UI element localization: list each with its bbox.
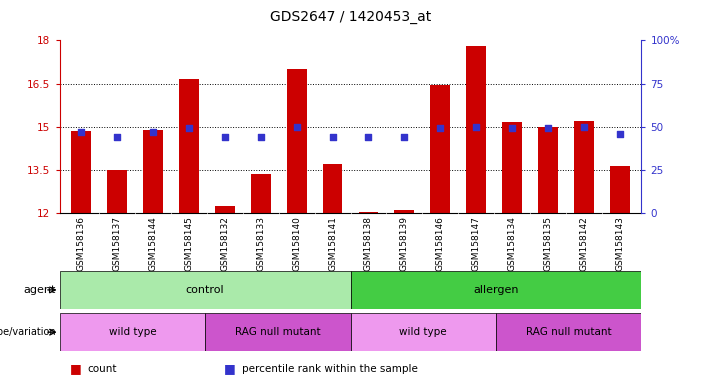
Point (507, 126, 518, 132)
Point (291, 124, 302, 130)
Point (470, 124, 482, 130)
Bar (107, 170, 127, 213)
Text: control: control (186, 285, 224, 295)
Text: GSM158132: GSM158132 (220, 216, 229, 271)
Text: GSM158136: GSM158136 (76, 216, 86, 271)
Bar (179, 79, 199, 213)
Point (147, 129, 158, 135)
Bar (395, 210, 414, 213)
Point (219, 134, 231, 140)
Text: GSM158141: GSM158141 (328, 216, 337, 271)
Bar (205, 313, 350, 351)
Text: percentile rank within the sample: percentile rank within the sample (242, 364, 418, 374)
Bar (60, 313, 205, 351)
Bar (610, 166, 629, 213)
Point (399, 134, 410, 140)
Text: allergen: allergen (473, 285, 519, 295)
Text: GDS2647 / 1420453_at: GDS2647 / 1420453_at (270, 10, 431, 23)
Bar (287, 69, 306, 213)
Text: RAG null mutant: RAG null mutant (526, 327, 611, 337)
Text: GSM158147: GSM158147 (472, 216, 481, 271)
Point (614, 131, 625, 137)
Point (578, 124, 590, 130)
Point (543, 126, 554, 132)
Bar (215, 206, 235, 213)
Text: genotype/variation: genotype/variation (0, 327, 56, 337)
Bar (350, 313, 496, 351)
Text: ■: ■ (224, 362, 236, 375)
Point (183, 126, 194, 132)
Point (76, 129, 87, 135)
Text: agent: agent (24, 285, 56, 295)
Text: GSM158140: GSM158140 (292, 216, 301, 271)
Text: count: count (88, 364, 117, 374)
Bar (359, 212, 379, 213)
Point (435, 126, 446, 132)
Bar (143, 130, 163, 213)
Text: GSM158135: GSM158135 (543, 216, 552, 271)
Text: RAG null mutant: RAG null mutant (235, 327, 320, 337)
Text: GSM158146: GSM158146 (436, 216, 445, 271)
Text: GSM158138: GSM158138 (364, 216, 373, 271)
Text: GSM158139: GSM158139 (400, 216, 409, 271)
Bar (574, 121, 594, 213)
Text: GSM158144: GSM158144 (149, 216, 158, 271)
Bar (251, 174, 271, 213)
Text: GSM158143: GSM158143 (615, 216, 625, 271)
Text: GSM158145: GSM158145 (184, 216, 193, 271)
Text: GSM158133: GSM158133 (256, 216, 265, 271)
Point (363, 134, 374, 140)
Bar (430, 85, 450, 213)
Text: GSM158137: GSM158137 (113, 216, 121, 271)
Bar (72, 131, 91, 213)
Bar (466, 46, 486, 213)
Point (111, 134, 123, 140)
Bar (538, 127, 558, 213)
Point (255, 134, 266, 140)
Bar (496, 313, 641, 351)
Point (327, 134, 338, 140)
Bar (60, 271, 350, 309)
Text: ■: ■ (70, 362, 82, 375)
Bar (322, 164, 342, 213)
Text: wild type: wild type (400, 327, 447, 337)
Text: GSM158134: GSM158134 (508, 216, 517, 271)
Bar (350, 271, 641, 309)
Text: GSM158142: GSM158142 (580, 216, 588, 271)
Bar (502, 122, 522, 213)
Text: wild type: wild type (109, 327, 156, 337)
